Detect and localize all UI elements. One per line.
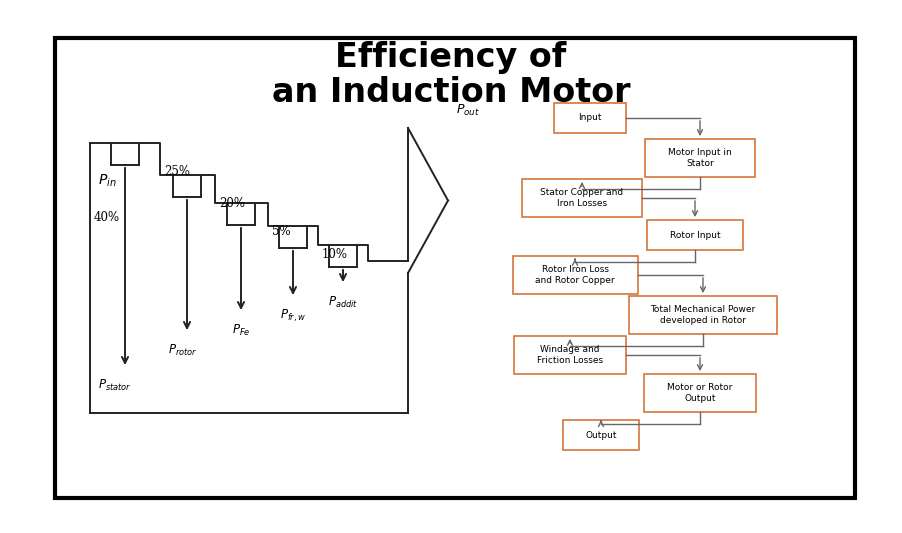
Text: Total Mechanical Power
developed in Rotor: Total Mechanical Power developed in Roto… [650, 305, 756, 325]
Bar [554, 103, 626, 133]
Text: 20%: 20% [219, 197, 245, 210]
Text: Windage and
Friction Losses: Windage and Friction Losses [537, 345, 603, 365]
Text: $P_{Fe}$: $P_{Fe}$ [232, 323, 250, 338]
Text: Motor or Rotor
Output: Motor or Rotor Output [667, 383, 732, 403]
Text: an Induction Motor: an Induction Motor [272, 77, 630, 109]
Bar [644, 374, 756, 412]
Text: Output: Output [585, 431, 617, 440]
Bar [629, 296, 777, 334]
Bar [512, 256, 638, 294]
Text: $P_{stator}$: $P_{stator}$ [98, 378, 132, 393]
Bar [514, 336, 626, 374]
Text: $P_{out}$: $P_{out}$ [456, 103, 480, 118]
Text: $P_{addit}$: $P_{addit}$ [327, 295, 358, 310]
Text: Rotor Input: Rotor Input [669, 230, 721, 239]
Bar [522, 179, 642, 217]
Text: 40%: 40% [94, 211, 120, 224]
Text: 10%: 10% [322, 248, 348, 261]
Text: Rotor Iron Loss
and Rotor Copper: Rotor Iron Loss and Rotor Copper [535, 265, 615, 285]
Text: Motor Input in
Stator: Motor Input in Stator [668, 148, 732, 168]
Text: 25%: 25% [164, 165, 190, 178]
Bar [645, 139, 755, 177]
Text: Stator Copper and
Iron Losses: Stator Copper and Iron Losses [540, 188, 623, 208]
Bar [563, 420, 639, 450]
Text: Efficiency of: Efficiency of [336, 42, 566, 75]
Text: 5%: 5% [272, 225, 290, 238]
Text: $P_{in}$: $P_{in}$ [98, 173, 116, 189]
Bar [55, 38, 855, 498]
Text: Input: Input [578, 114, 602, 123]
Text: $P_{rotor}$: $P_{rotor}$ [168, 343, 198, 358]
Text: $P_{fr,w}$: $P_{fr,w}$ [280, 308, 306, 325]
Bar [647, 220, 743, 250]
